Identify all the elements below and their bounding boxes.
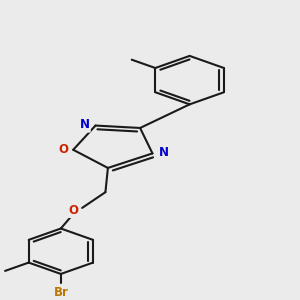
Text: Br: Br — [53, 286, 68, 298]
Text: N: N — [158, 146, 168, 159]
Text: O: O — [58, 143, 68, 156]
Text: N: N — [80, 118, 90, 131]
Text: O: O — [68, 204, 78, 217]
